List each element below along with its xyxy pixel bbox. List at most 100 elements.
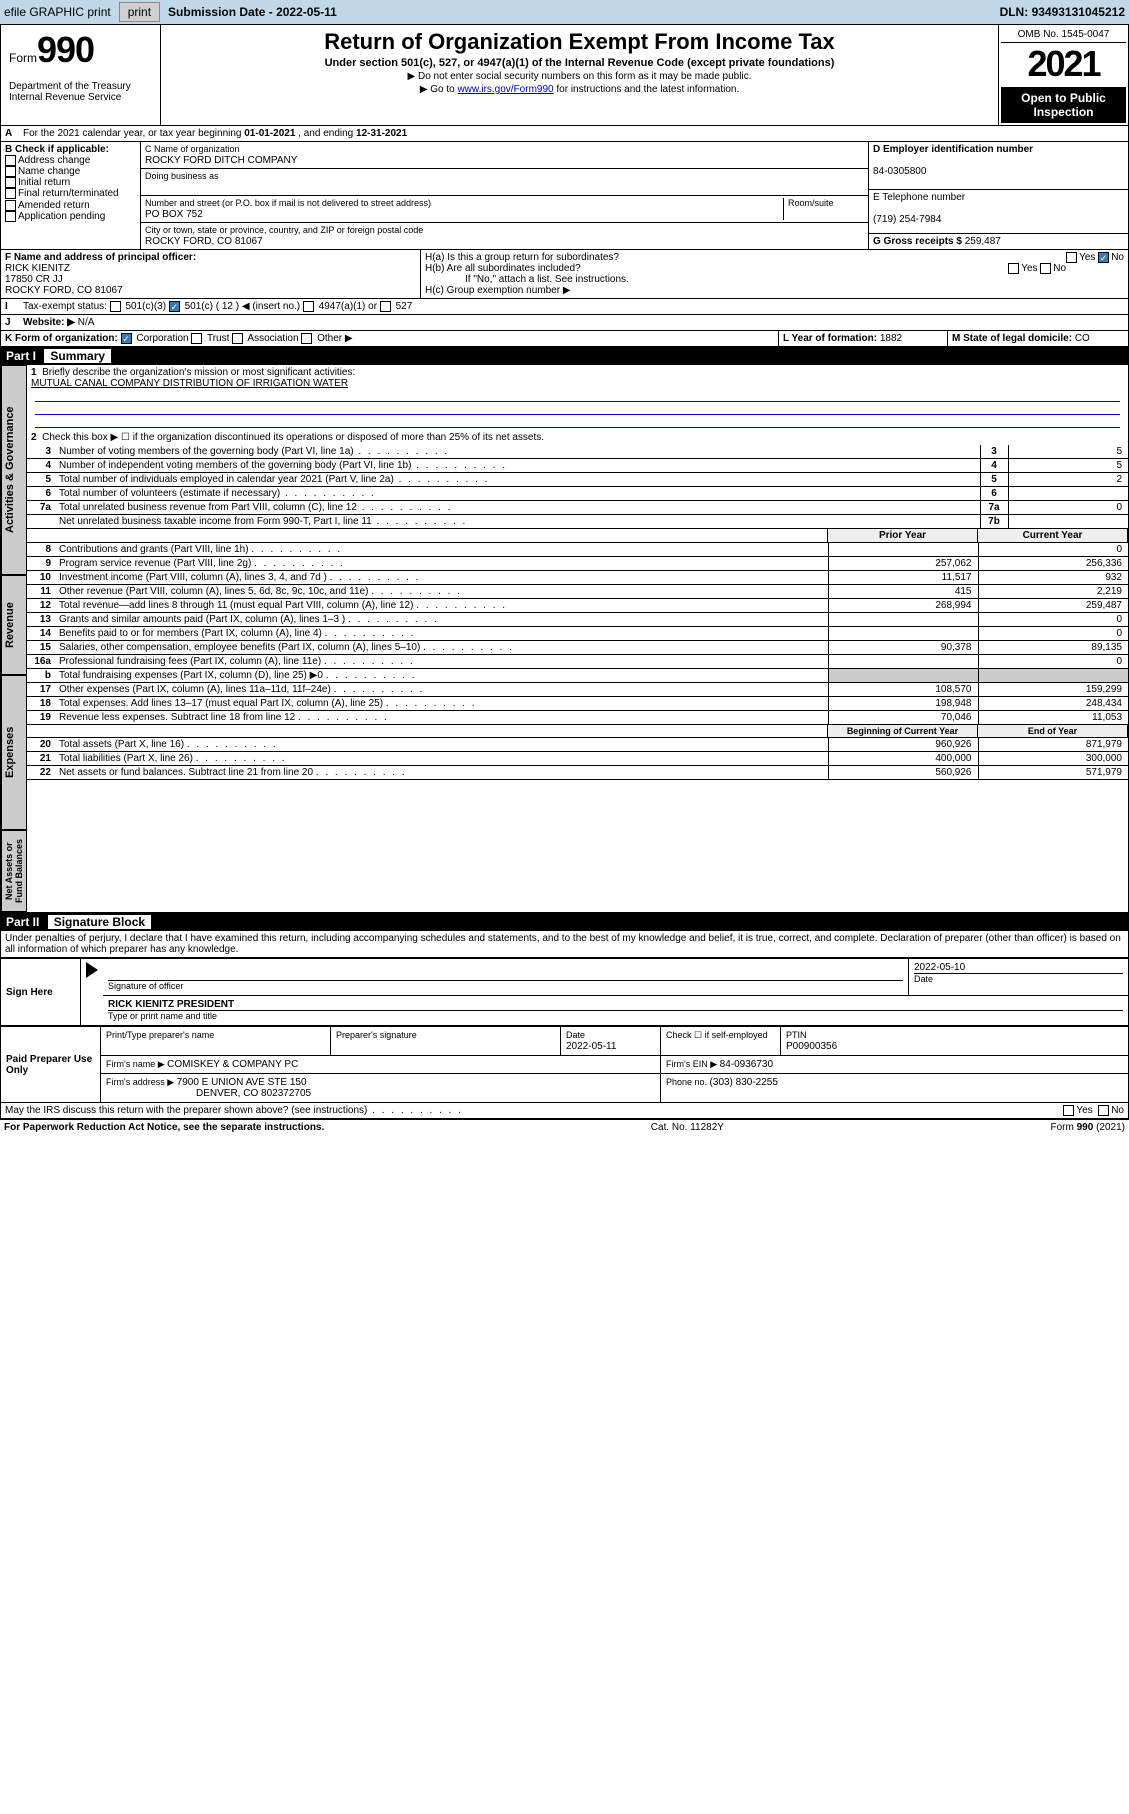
officer-name: RICK KIENITZ <box>5 263 70 274</box>
discuss-yes-checkbox[interactable] <box>1063 1105 1074 1116</box>
begin-year-header: Beginning of Current Year <box>828 725 978 738</box>
firm-city: DENVER, CO 802372705 <box>106 1088 311 1099</box>
irs-link[interactable]: www.irs.gov/Form990 <box>457 84 553 95</box>
dba-label: Doing business as <box>145 171 219 181</box>
block-c: C Name of organization ROCKY FORD DITCH … <box>141 142 868 249</box>
rev-header: Prior YearCurrent Year <box>27 529 1128 543</box>
hb-label: H(b) Are all subordinates included? <box>425 263 581 274</box>
table-row: Net unrelated business taxable income fr… <box>27 515 1128 529</box>
arrow-icon <box>86 962 98 978</box>
prep-date: 2022-05-11 <box>566 1041 616 1052</box>
form-number-box: Form990 Department of the Treasury Inter… <box>1 25 161 125</box>
omb-number: OMB No. 1545-0047 <box>1001 27 1126 43</box>
main-title: Return of Organization Exempt From Incom… <box>169 29 990 55</box>
org-address: PO BOX 752 <box>145 209 203 220</box>
block-klm: K Form of organization: Corporation Trus… <box>0 331 1129 347</box>
table-row: 3Number of voting members of the governi… <box>27 445 1128 459</box>
date-label: Date <box>914 974 933 984</box>
table-row: 21Total liabilities (Part X, line 26) 40… <box>27 752 1128 766</box>
form-word: Form <box>9 51 37 65</box>
sig-date: 2022-05-10 <box>914 962 965 973</box>
form-org-option: Trust <box>189 333 230 344</box>
ein-value: 84-0305800 <box>873 166 926 177</box>
period-row: A For the 2021 calendar year, or tax yea… <box>0 126 1129 142</box>
block-b-option: Name change <box>5 166 136 177</box>
submission-label: Submission Date - 2022-05-11 <box>168 5 337 19</box>
table-row: 20Total assets (Part X, line 16) 960,926… <box>27 738 1128 752</box>
title-box: Return of Organization Exempt From Incom… <box>161 25 998 125</box>
firm-phone: (303) 830-2255 <box>710 1077 778 1088</box>
netassets-table: 20Total assets (Part X, line 16) 960,926… <box>27 738 1128 780</box>
block-fh: F Name and address of principal officer:… <box>0 250 1129 299</box>
declaration-text: Under penalties of perjury, I declare th… <box>0 931 1129 958</box>
footer-right: Form 990 (2021) <box>1051 1122 1125 1133</box>
ein-label: D Employer identification number <box>873 144 1033 155</box>
addr-label: Number and street (or P.O. box if mail i… <box>145 198 431 208</box>
firm-addr-label: Firm's address ▶ <box>106 1077 177 1087</box>
current-year-header: Current Year <box>978 529 1128 543</box>
firm-phone-label: Phone no. <box>666 1077 710 1087</box>
block-deg: D Employer identification number 84-0305… <box>868 142 1128 249</box>
table-row: 5Total number of individuals employed in… <box>27 473 1128 487</box>
year-box: OMB No. 1545-0047 2021 Open to Public In… <box>998 25 1128 125</box>
table-row: 15Salaries, other compensation, employee… <box>27 641 1128 655</box>
org-name-label: C Name of organization <box>145 144 240 154</box>
part1-title: Summary <box>43 348 112 364</box>
org-name: ROCKY FORD DITCH COMPANY <box>145 155 297 166</box>
prep-name-label: Print/Type preparer's name <box>106 1030 214 1040</box>
part2-bar: Part II Signature Block <box>0 913 1129 931</box>
form-number: 990 <box>37 29 94 70</box>
hb-no-checkbox[interactable] <box>1040 263 1051 274</box>
discuss-no-checkbox[interactable] <box>1098 1105 1109 1116</box>
tax-status-option: 501(c) ( 12 ) ◀ (insert no.) <box>166 301 300 312</box>
type-name-label: Type or print name and title <box>108 1011 217 1021</box>
table-row: 16aProfessional fundraising fees (Part I… <box>27 655 1128 669</box>
tax-year: 2021 <box>1001 43 1126 85</box>
form-org-option: Other ▶ <box>299 333 353 344</box>
net-header: Beginning of Current YearEnd of Year <box>27 725 1128 738</box>
block-b: B Check if applicable: Address changeNam… <box>1 142 141 249</box>
dept-label: Department of the Treasury Internal Reve… <box>9 81 152 103</box>
entity-block: B Check if applicable: Address changeNam… <box>0 142 1129 250</box>
ha-no-checkbox[interactable] <box>1098 252 1109 263</box>
phone-label: E Telephone number <box>873 192 965 203</box>
city-label: City or town, state or province, country… <box>145 225 423 235</box>
form-org-label: K Form of organization: <box>5 333 118 344</box>
table-row: 8Contributions and grants (Part VIII, li… <box>27 543 1128 557</box>
firm-ein: 84-0936730 <box>720 1059 773 1070</box>
table-row: 10Investment income (Part VIII, column (… <box>27 571 1128 585</box>
officer-label: F Name and address of principal officer: <box>5 252 196 263</box>
year-formation: 1882 <box>880 333 902 344</box>
part2-title: Signature Block <box>47 914 152 930</box>
prep-date-label: Date <box>566 1030 585 1040</box>
suite-label: Room/suite <box>788 198 834 208</box>
block-j: J Website: ▶ N/A <box>0 315 1129 331</box>
ha-yes-checkbox[interactable] <box>1066 252 1077 263</box>
website-value: N/A <box>78 317 95 328</box>
block-h: H(a) Is this a group return for subordin… <box>421 250 1128 298</box>
prior-year-header: Prior Year <box>828 529 978 543</box>
form-org-option: Association <box>229 333 298 344</box>
self-employed-label: Check ☐ if self-employed <box>661 1027 781 1056</box>
org-city: ROCKY FORD, CO 81067 <box>145 236 263 247</box>
block-b-title: B Check if applicable: <box>5 144 109 155</box>
table-row: 11Other revenue (Part VIII, column (A), … <box>27 585 1128 599</box>
table-row: 6Total number of volunteers (estimate if… <box>27 487 1128 501</box>
table-row: 4Number of independent voting members of… <box>27 459 1128 473</box>
line1: 1 Briefly describe the organization's mi… <box>27 365 1128 430</box>
block-b-option: Amended return <box>5 200 136 211</box>
print-button[interactable]: print <box>119 2 160 22</box>
part2-label: Part II <box>6 915 39 929</box>
table-row: 9Program service revenue (Part VIII, lin… <box>27 557 1128 571</box>
part1-body: Activities & Governance Revenue Expenses… <box>0 365 1129 913</box>
subtitle: Under section 501(c), 527, or 4947(a)(1)… <box>169 57 990 69</box>
officer-city: ROCKY FORD, CO 81067 <box>5 285 123 296</box>
paid-preparer-table: Paid Preparer Use Only Print/Type prepar… <box>0 1026 1129 1103</box>
firm-name-label: Firm's name ▶ <box>106 1059 167 1069</box>
page-footer: For Paperwork Reduction Act Notice, see … <box>0 1119 1129 1135</box>
ptin-label: PTIN <box>786 1030 807 1040</box>
hb-yes-checkbox[interactable] <box>1008 263 1019 274</box>
revenue-table: 8Contributions and grants (Part VIII, li… <box>27 543 1128 613</box>
hint-ssn: ▶ Do not enter social security numbers o… <box>169 71 990 82</box>
tab-netassets: Net Assets or Fund Balances <box>1 830 27 912</box>
